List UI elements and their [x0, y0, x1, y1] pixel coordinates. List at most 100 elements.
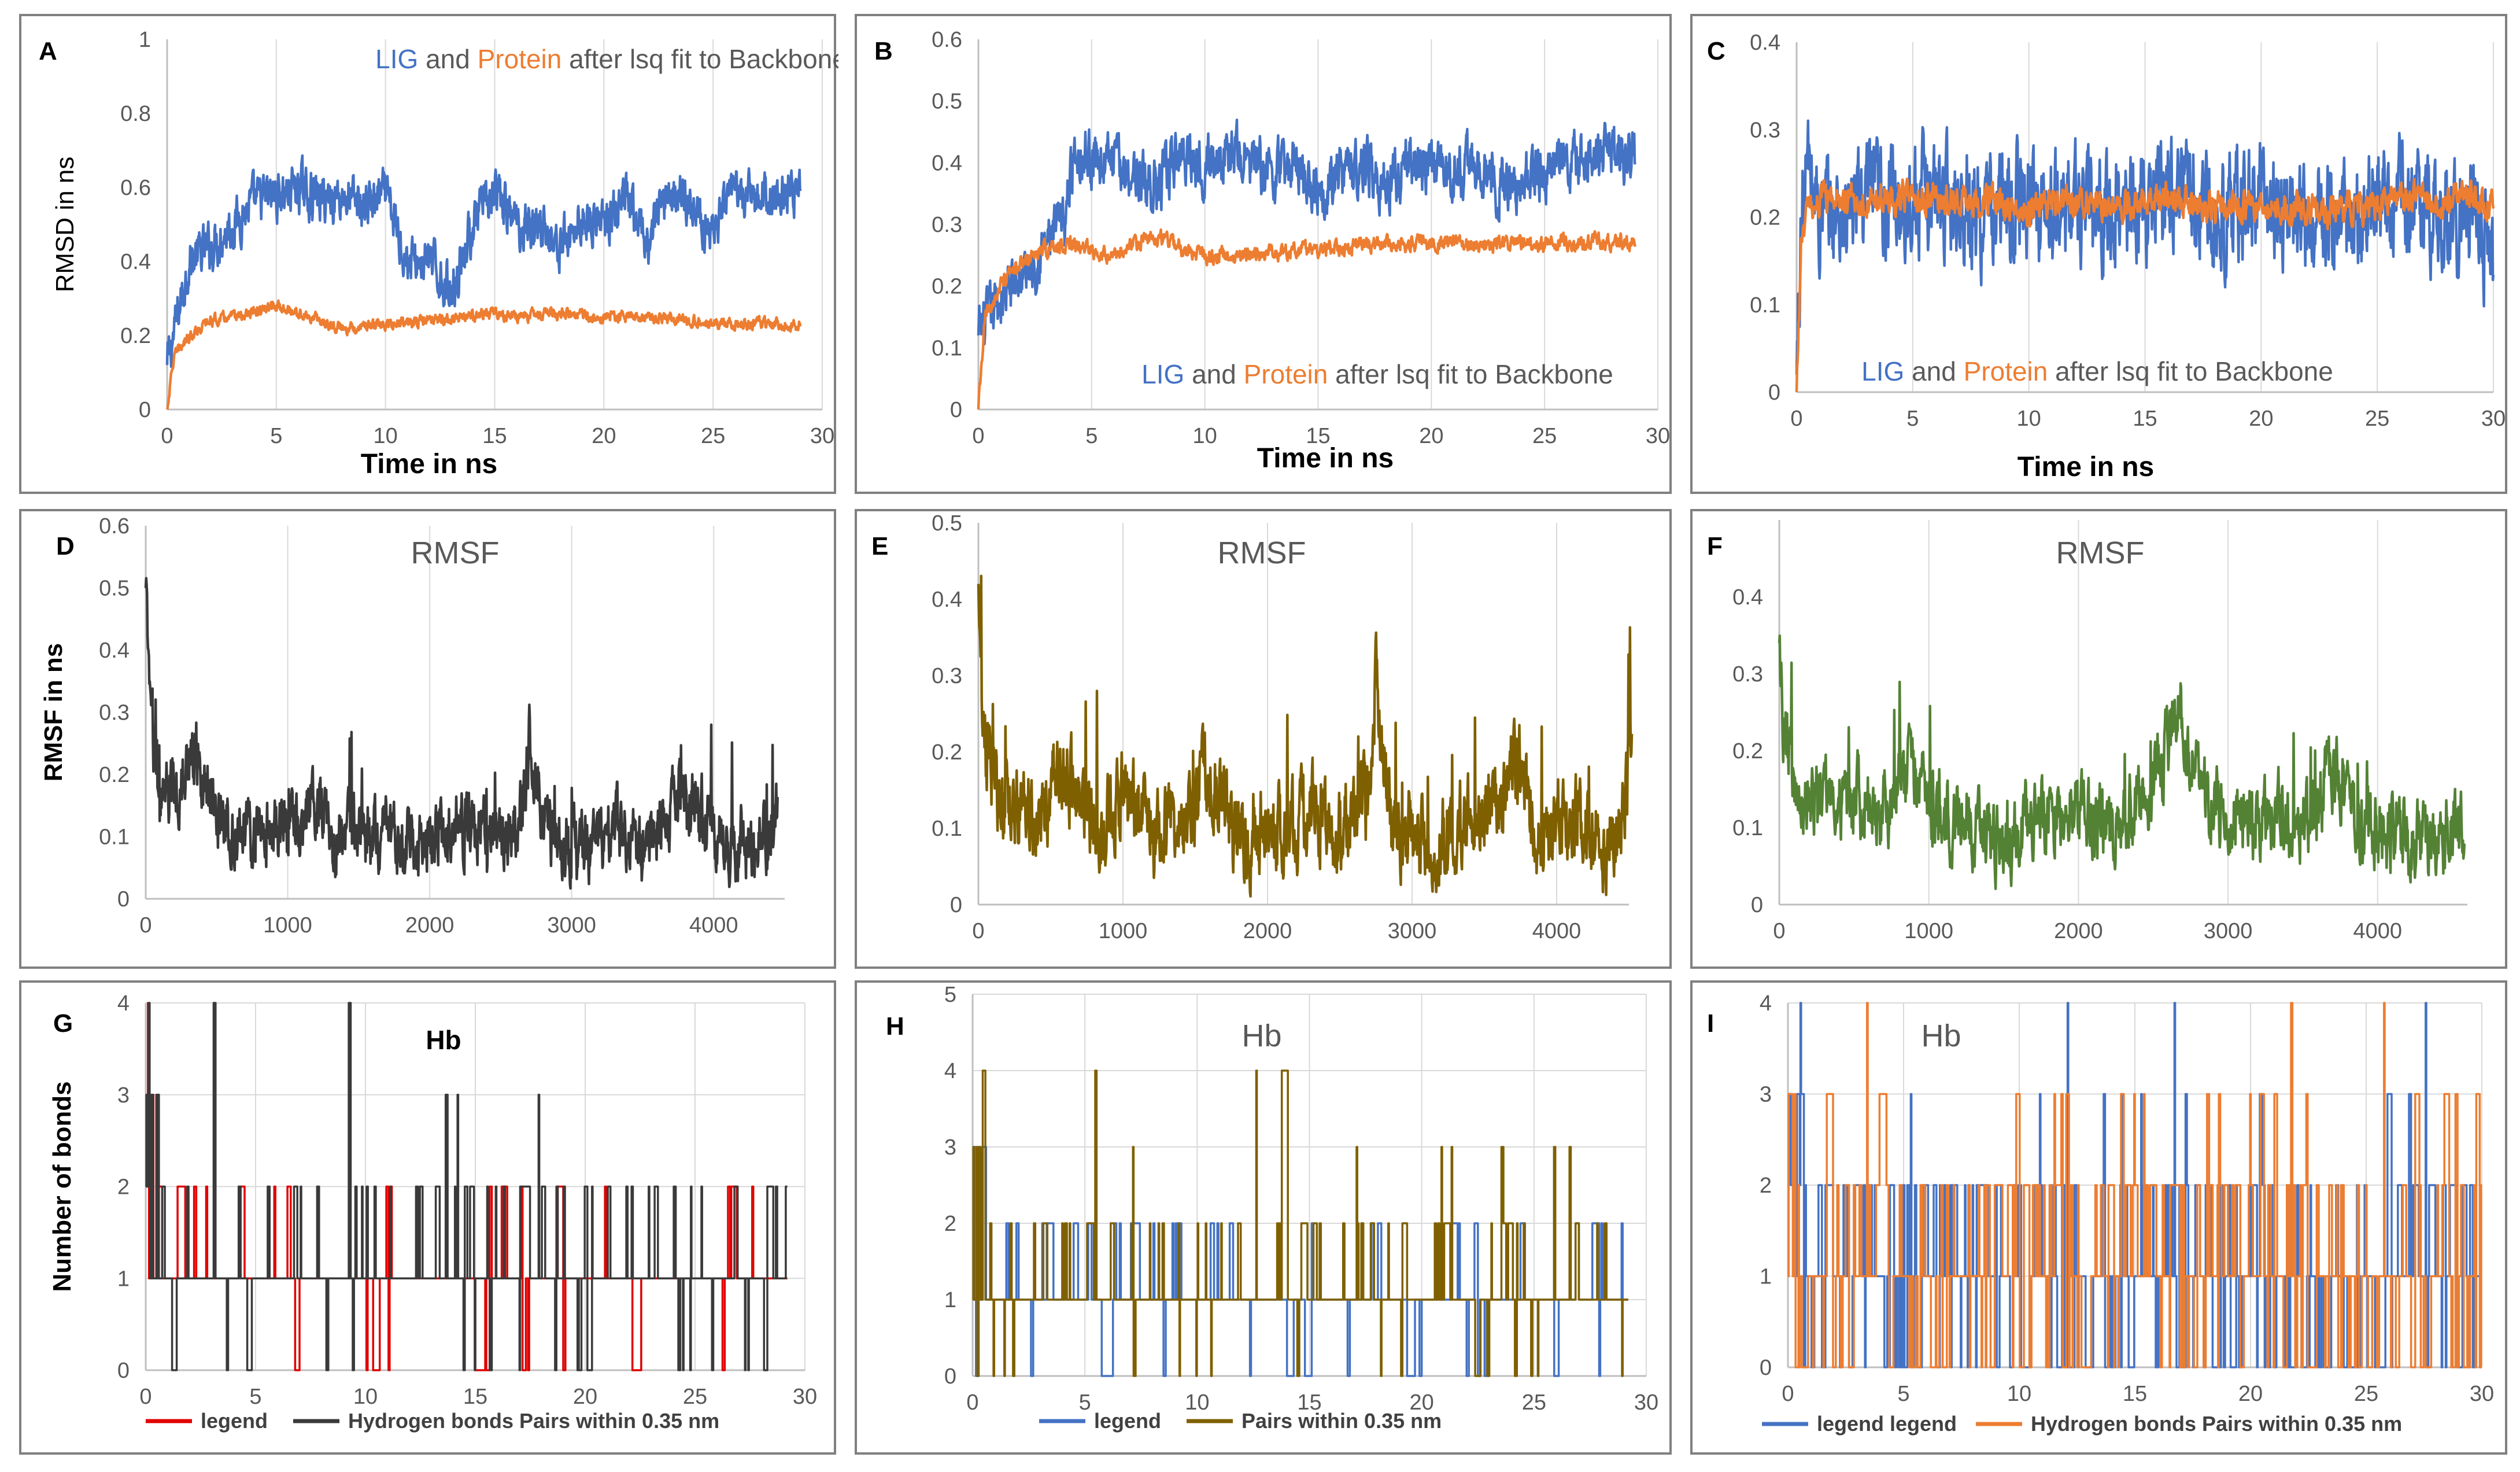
y-tick-label: 0	[944, 1364, 956, 1389]
x-tick-label: 20	[1410, 1390, 1434, 1415]
x-tick-label: 0	[972, 919, 984, 943]
x-tick-label: 0	[1782, 1382, 1794, 1406]
x-axis-label: Time in ns	[2018, 452, 2155, 482]
chart-title: RMSF	[2056, 536, 2145, 570]
x-tick-label: 15	[2133, 407, 2157, 431]
y-tick-label: 0.1	[1732, 816, 1763, 840]
y-tick-label: 0.4	[99, 639, 130, 663]
y-tick-label: 0	[950, 893, 962, 917]
tick-labels: 0 1000 2000 3000 4000 0 0.1 0.2 0.3 0.4 0.5 0.6	[99, 514, 738, 938]
x-tick-label: 0	[972, 424, 984, 448]
y-tick-label: 0.3	[99, 701, 130, 725]
axes	[1778, 520, 2467, 906]
chart-g: 0 5 10 15 20 25 30 0 1 2 3 4 G Hb Number of bonds legen…	[48, 991, 817, 1433]
y-tick-label: 0.5	[932, 90, 962, 114]
tick-labels: 0 1000 2000 3000 4000 0 0.1 0.2 0.3 0.4	[1732, 585, 2402, 943]
y-tick-label: 0.3	[932, 213, 962, 237]
y-tick-label: 1	[1760, 1265, 1772, 1289]
y-tick-label: 0.3	[1732, 662, 1763, 687]
series	[165, 154, 802, 410]
x-tick-label: 20	[2249, 407, 2273, 431]
y-tick-label: 0.3	[1750, 118, 1780, 142]
x-tick-label: 4000	[2353, 919, 2403, 943]
chart-a: 0 5 10 15 20 25 30 0 0.2 0.4 0.6 0.8 1 A LIG and Prote…	[39, 28, 838, 479]
chart-title-part: LIG	[1141, 359, 1184, 389]
panel-a: 0 5 10 15 20 25 30 0 0.2 0.4 0.6 0.8 1 A LIG and Prote…	[19, 14, 838, 494]
y-tick-label: 0.4	[1732, 585, 1763, 610]
panel-c: 0 5 10 15 20 25 30 0 0.1 0.2 0.3 0.4 C LIG and Protei…	[1690, 14, 2507, 494]
panel-d: 0 1000 2000 3000 4000 0 0.1 0.2 0.3 0.4 0.5 0.6 D RMS…	[19, 509, 836, 969]
x-tick-label: 15	[1297, 1390, 1321, 1415]
tick-labels: 0 5 10 15 20 25 30 0 0.1 0.2 0.3 0.4 0.5 0.6	[932, 28, 1670, 448]
panel-letter: B	[874, 37, 893, 65]
x-tick-label: 20	[573, 1385, 597, 1409]
legend-label: legend legend	[1817, 1412, 1957, 1436]
x-axis-label: Time in ns	[1257, 443, 1394, 474]
chart-title: LIG and Protein after lsq fit to Backbon…	[1141, 359, 1613, 389]
x-tick-label: 3000	[1388, 919, 1437, 943]
chart-title: Hb	[426, 1025, 461, 1055]
chart-title-part: and	[1184, 359, 1243, 389]
legend-label: Hydrogen bonds Pairs within 0.35 nm	[348, 1409, 719, 1433]
x-tick-label: 5	[249, 1385, 261, 1409]
axes	[977, 39, 1658, 411]
y-tick-label: 3	[944, 1135, 956, 1160]
chart-title: LIG and Protein after lsq fit to Backbon…	[375, 44, 838, 74]
series	[1795, 119, 2495, 393]
y-tick-label: 0.5	[932, 511, 962, 536]
x-tick-label: 30	[2470, 1382, 2494, 1406]
x-tick-label: 25	[2365, 407, 2389, 431]
tick-labels: 0 5 10 15 20 25 30 0 1 2 3 4 5	[944, 983, 1658, 1415]
chart-title-part: and	[418, 44, 477, 74]
x-tick-label: 1000	[1099, 919, 1148, 943]
y-axis-label: Number of bonds	[48, 1081, 76, 1292]
series-line	[165, 154, 802, 368]
panel-letter: E	[871, 532, 888, 560]
x-axis-label: Time in ns	[361, 449, 498, 479]
series	[1778, 634, 2466, 890]
series-line	[972, 1069, 1629, 1377]
y-tick-label: 0.2	[99, 763, 130, 787]
chart-title-part: after lsq fit to Backbone	[561, 44, 838, 74]
x-tick-label: 30	[2481, 407, 2506, 431]
x-tick-label: 20	[592, 424, 616, 448]
gridlines	[1091, 39, 1658, 409]
x-tick-label: 5	[270, 424, 282, 448]
series	[977, 119, 1637, 410]
x-tick-label: 4000	[1532, 919, 1582, 943]
chart-title-part: Protein	[1964, 356, 2048, 386]
y-tick-label: 0.1	[932, 817, 962, 841]
x-tick-label: 25	[683, 1385, 707, 1409]
x-tick-label: 10	[2017, 407, 2041, 431]
chart-title: LIG and Protein after lsq fit to Backbon…	[1861, 356, 2333, 386]
y-tick-label: 0.6	[99, 514, 130, 538]
y-tick-label: 0	[1751, 893, 1763, 917]
x-tick-label: 5	[1085, 424, 1098, 448]
chart-title-part: LIG	[1861, 356, 1904, 386]
x-tick-label: 1000	[1904, 919, 1953, 943]
x-tick-label: 0	[139, 913, 152, 938]
y-axis-label: RMSD in ns	[51, 157, 79, 293]
chart-title-part: LIG	[375, 44, 418, 74]
y-tick-label: 0	[1760, 1356, 1772, 1380]
y-tick-label: 0.1	[932, 336, 962, 360]
chart-title: Hb	[1921, 1019, 1961, 1053]
legend-label: Hydrogen bonds Pairs within 0.35 nm	[2031, 1412, 2402, 1436]
series	[144, 577, 779, 890]
series-line	[977, 574, 1634, 898]
chart-title-part: and	[1904, 356, 1963, 386]
x-tick-label: 10	[353, 1385, 378, 1409]
chart-d: 0 1000 2000 3000 4000 0 0.1 0.2 0.3 0.4 0.5 0.6 D RMS…	[39, 514, 785, 938]
x-tick-label: 5	[1897, 1382, 1909, 1406]
x-tick-label: 10	[1193, 424, 1217, 448]
chart-c: 0 5 10 15 20 25 30 0 0.1 0.2 0.3 0.4 C LIG and Protei…	[1707, 31, 2506, 482]
y-tick-label: 0.8	[120, 102, 151, 126]
legend: legend Pairs within 0.35 nm	[1039, 1409, 1442, 1433]
panel-letter: H	[886, 1012, 904, 1041]
y-tick-label: 0.2	[1732, 739, 1763, 763]
tick-labels: 0 5 10 15 20 25 30 0 0.1 0.2 0.3 0.4	[1750, 31, 2506, 431]
y-tick-label: 0.2	[932, 275, 962, 299]
tick-labels: 0 1000 2000 3000 4000 0 0.1 0.2 0.3 0.4 0.5	[932, 511, 1581, 943]
panel-g: 0 5 10 15 20 25 30 0 1 2 3 4 G Hb Number of bonds legen…	[19, 980, 836, 1455]
series	[145, 1002, 788, 1371]
